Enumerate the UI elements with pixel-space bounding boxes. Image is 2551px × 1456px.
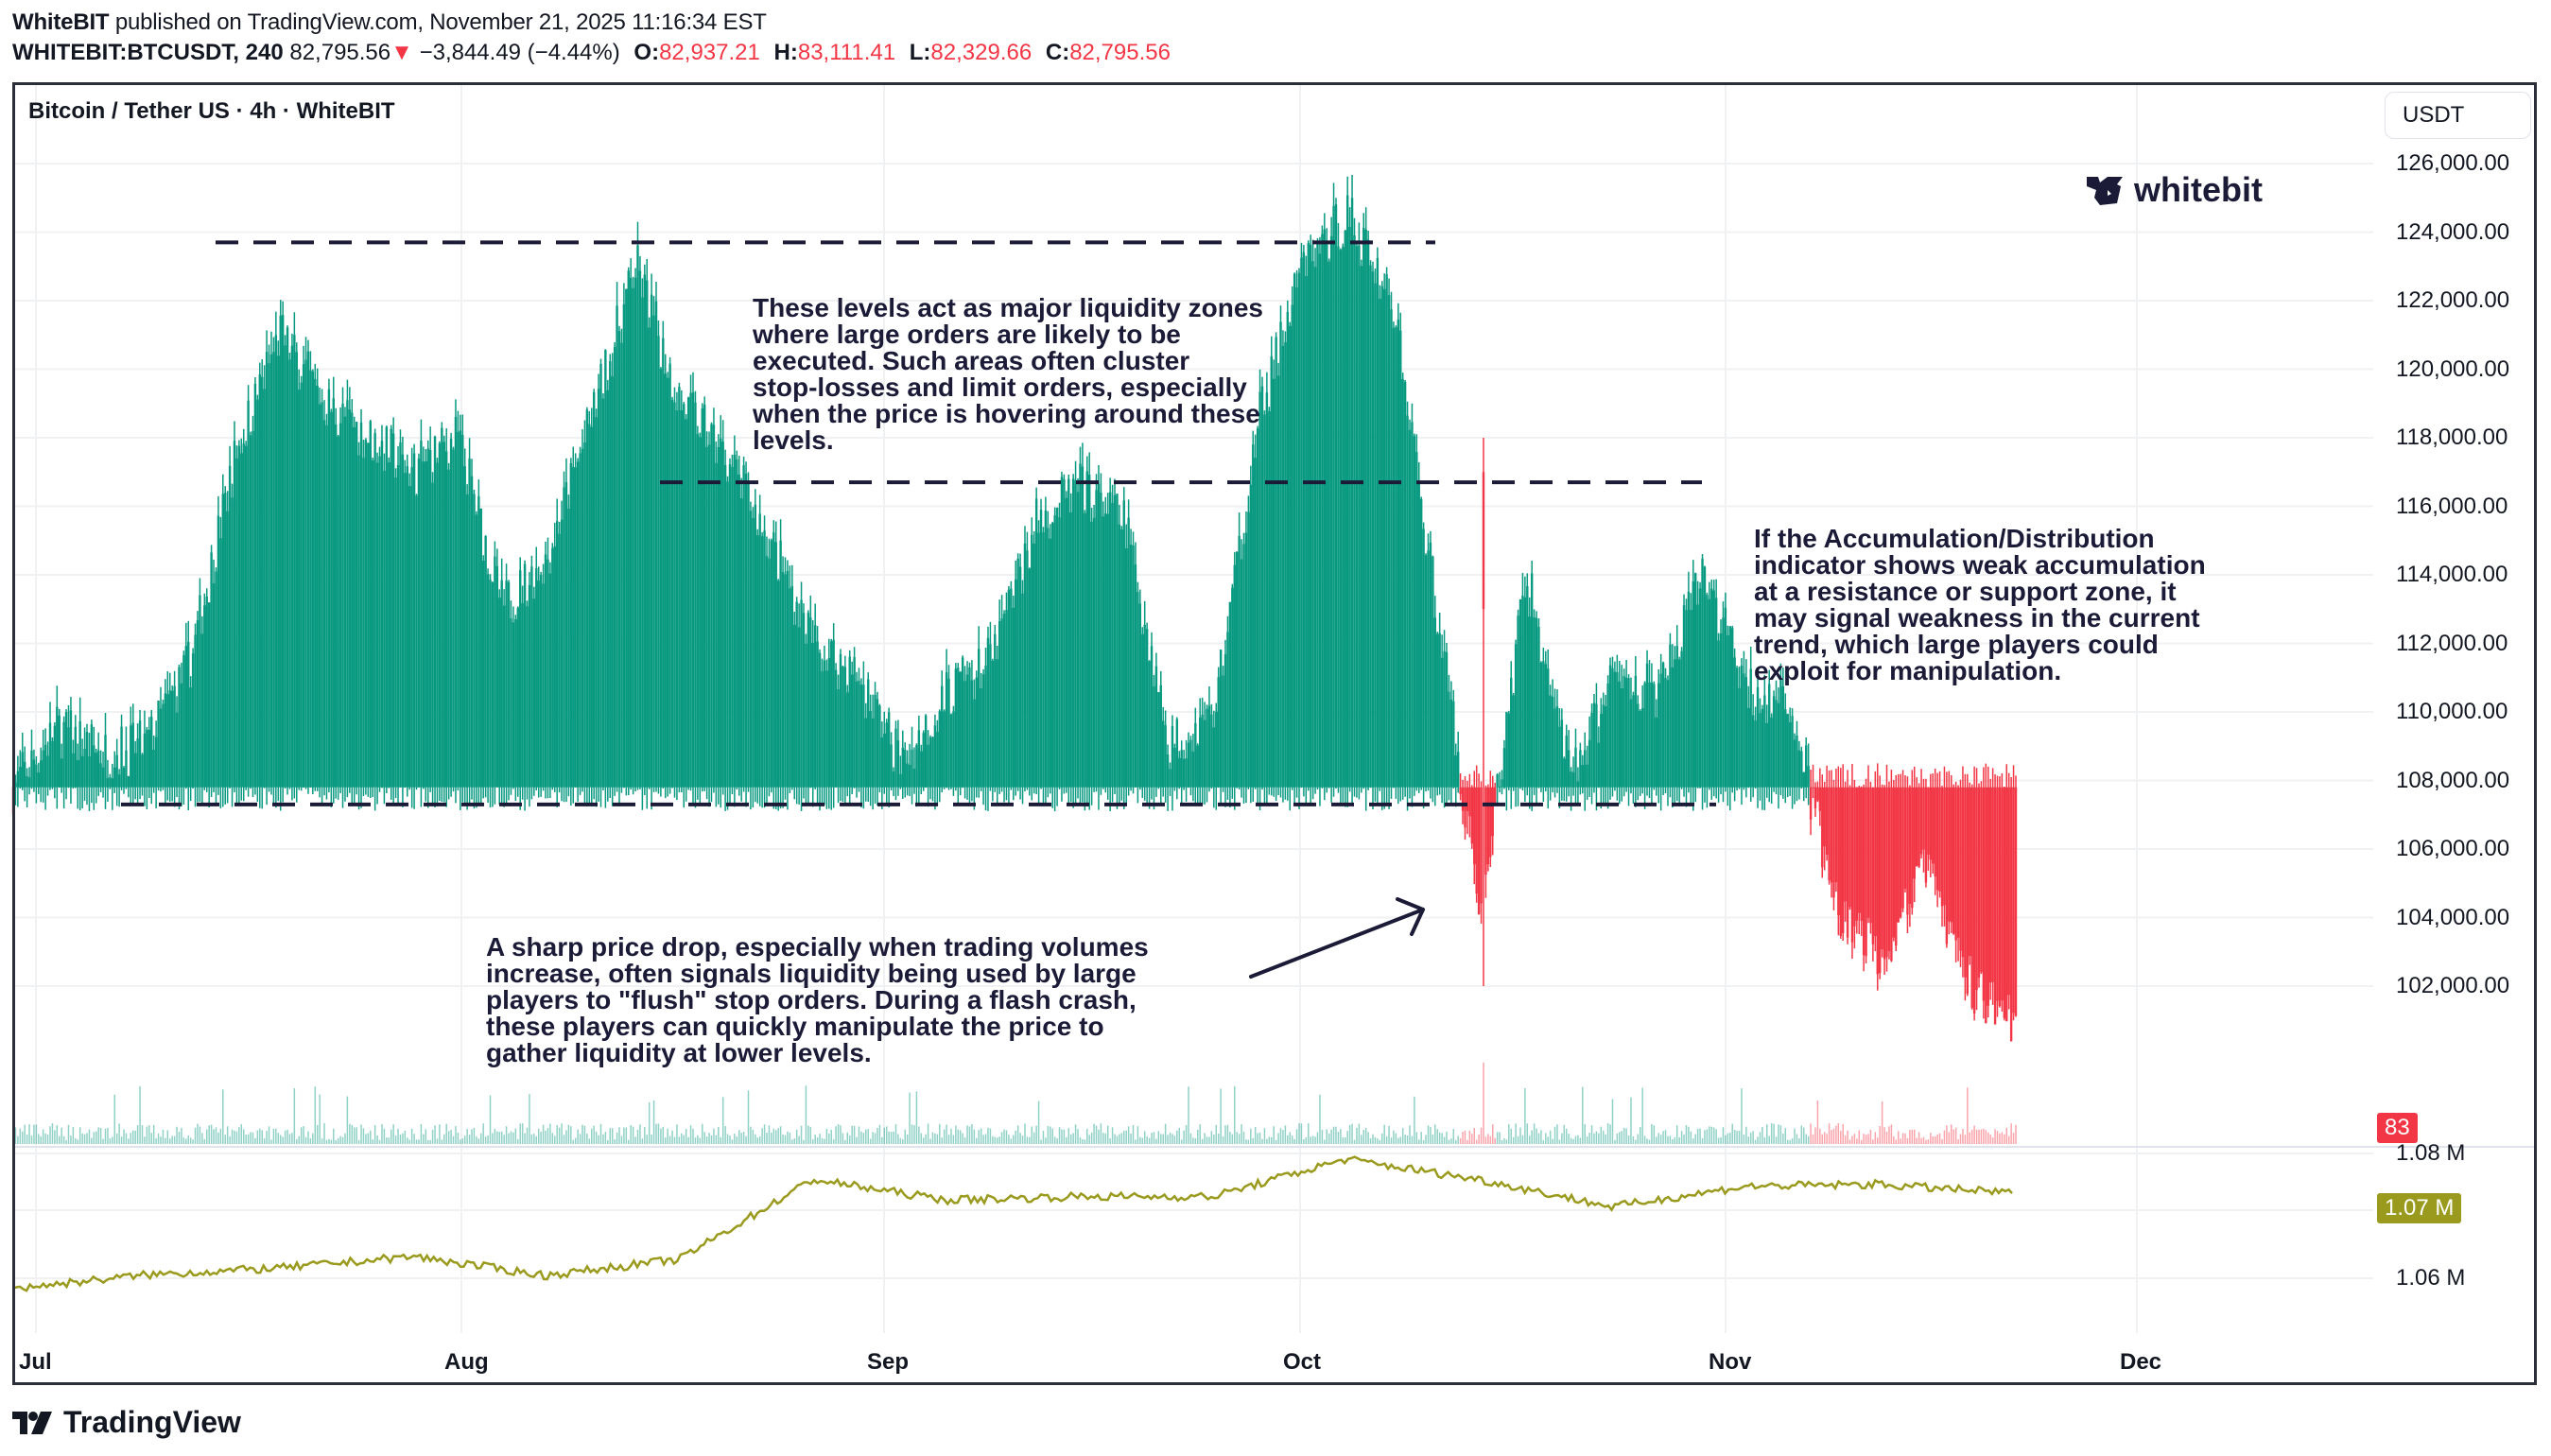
month-tick: Oct [1283, 1349, 1322, 1375]
month-tick: Sep [867, 1349, 910, 1375]
symbol-legend: WHITEBIT:BTCUSDT, 240 82,795.56▼ −3,844.… [12, 40, 1171, 66]
open-label: O: [633, 40, 660, 65]
currency-button[interactable]: USDT [2385, 92, 2531, 139]
whitebit-bull-icon [2087, 177, 2123, 205]
chart-frame [12, 82, 2537, 1385]
price-tick: 124,000.00 [2396, 218, 2510, 245]
ad-tick: 1.06 M [2396, 1265, 2466, 1291]
ad-tick: 1.08 M [2396, 1140, 2466, 1166]
whitebit-logo: whitebit [2085, 170, 2263, 210]
annotation-flash-crash: A sharp price drop, especially when trad… [486, 932, 1149, 1067]
price-tick: 106,000.00 [2396, 836, 2510, 861]
annotation-liquidity-zones: These levels act as major liquidity zone… [753, 293, 1263, 455]
low-label: L: [909, 40, 931, 65]
month-tick: Jul [19, 1349, 52, 1375]
price-tick: 118,000.00 [2396, 425, 2508, 450]
open-value: 82,937.21 [659, 40, 760, 65]
tradingview-wordmark: TradingView [63, 1405, 241, 1439]
volume-badge: 83 [2377, 1113, 2418, 1143]
month-tick: Nov [1709, 1349, 1752, 1375]
high-value: 83,111.41 [797, 40, 896, 65]
close-value: 82,795.56 [1069, 40, 1171, 65]
price-tick: 102,000.00 [2396, 973, 2510, 998]
low-value: 82,329.66 [930, 40, 1033, 65]
price-tick: 104,000.00 [2396, 904, 2510, 930]
last-price: 82,795.56 [289, 40, 391, 65]
price-tick: 126,000.00 [2396, 150, 2510, 176]
tradingview-logo: TradingView [12, 1405, 241, 1440]
chart-title: Bitcoin / Tether US · 4h · WhiteBIT [28, 98, 395, 124]
price-tick: 122,000.00 [2396, 287, 2510, 313]
close-label: C: [1045, 40, 1070, 65]
high-label: H: [773, 40, 798, 65]
price-tick: 110,000.00 [2396, 699, 2508, 724]
price-change: −3,844.49 (−4.44%) [419, 40, 620, 65]
ad-value-badge: 1.07 M [2377, 1193, 2462, 1223]
publish-date: published on TradingView.com, November 2… [114, 9, 767, 35]
price-tick: 114,000.00 [2396, 562, 2508, 587]
whitebit-wordmark: whitebit [2134, 170, 2263, 209]
symbol-interval: WHITEBIT:BTCUSDT, 240 [12, 40, 284, 65]
annotation-ad-indicator: If the Accumulation/Distribution indicat… [1754, 524, 2206, 685]
month-tick: Dec [2120, 1349, 2162, 1375]
price-tick: 120,000.00 [2396, 355, 2510, 382]
down-arrow-icon: ▼ [390, 40, 413, 65]
month-tick: Aug [444, 1349, 489, 1375]
publish-info: WhiteBIT published on TradingView.com, N… [12, 9, 767, 36]
tradingview-icon [12, 1411, 52, 1434]
price-tick: 108,000.00 [2396, 767, 2510, 793]
publisher-name: WhiteBIT [12, 9, 110, 35]
price-tick: 112,000.00 [2396, 630, 2508, 656]
price-tick: 116,000.00 [2396, 493, 2508, 519]
